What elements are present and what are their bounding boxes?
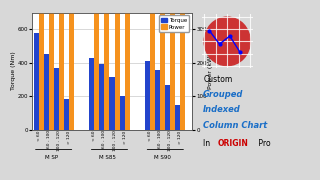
Bar [100, 64, 104, 130]
Bar [69, 0, 74, 130]
Bar [180, 0, 185, 130]
Legend: Torque, Power: Torque, Power [159, 15, 189, 32]
Bar [170, 0, 175, 130]
Bar [54, 68, 59, 130]
Bar [124, 0, 130, 130]
Text: Indexed: Indexed [203, 105, 241, 114]
Text: ORIGIN: ORIGIN [218, 139, 248, 148]
Bar [89, 58, 94, 130]
Y-axis label: Power (kW): Power (kW) [208, 53, 213, 89]
Bar [145, 61, 150, 130]
Text: M S85: M S85 [99, 155, 116, 160]
Text: Grouped: Grouped [203, 90, 244, 99]
Bar [160, 0, 165, 130]
Bar [39, 0, 44, 130]
Bar [150, 0, 155, 130]
Text: Custom: Custom [203, 75, 232, 84]
Circle shape [204, 17, 250, 66]
Bar [165, 85, 170, 130]
Bar [49, 0, 54, 130]
Text: In: In [203, 139, 213, 148]
Y-axis label: Torque (Nm): Torque (Nm) [11, 52, 16, 91]
Bar [64, 99, 69, 130]
Bar [94, 0, 100, 130]
Bar [115, 0, 120, 130]
Bar [175, 105, 180, 130]
Text: Column Chart: Column Chart [203, 121, 268, 130]
Bar [59, 0, 64, 130]
Text: M S90: M S90 [154, 155, 171, 160]
Bar [104, 0, 109, 130]
Bar [44, 54, 49, 130]
Bar [120, 96, 124, 130]
Bar [155, 70, 160, 130]
Text: Pro: Pro [256, 139, 271, 148]
Text: M SP: M SP [44, 155, 58, 160]
Bar [34, 33, 39, 130]
Bar [109, 77, 115, 130]
